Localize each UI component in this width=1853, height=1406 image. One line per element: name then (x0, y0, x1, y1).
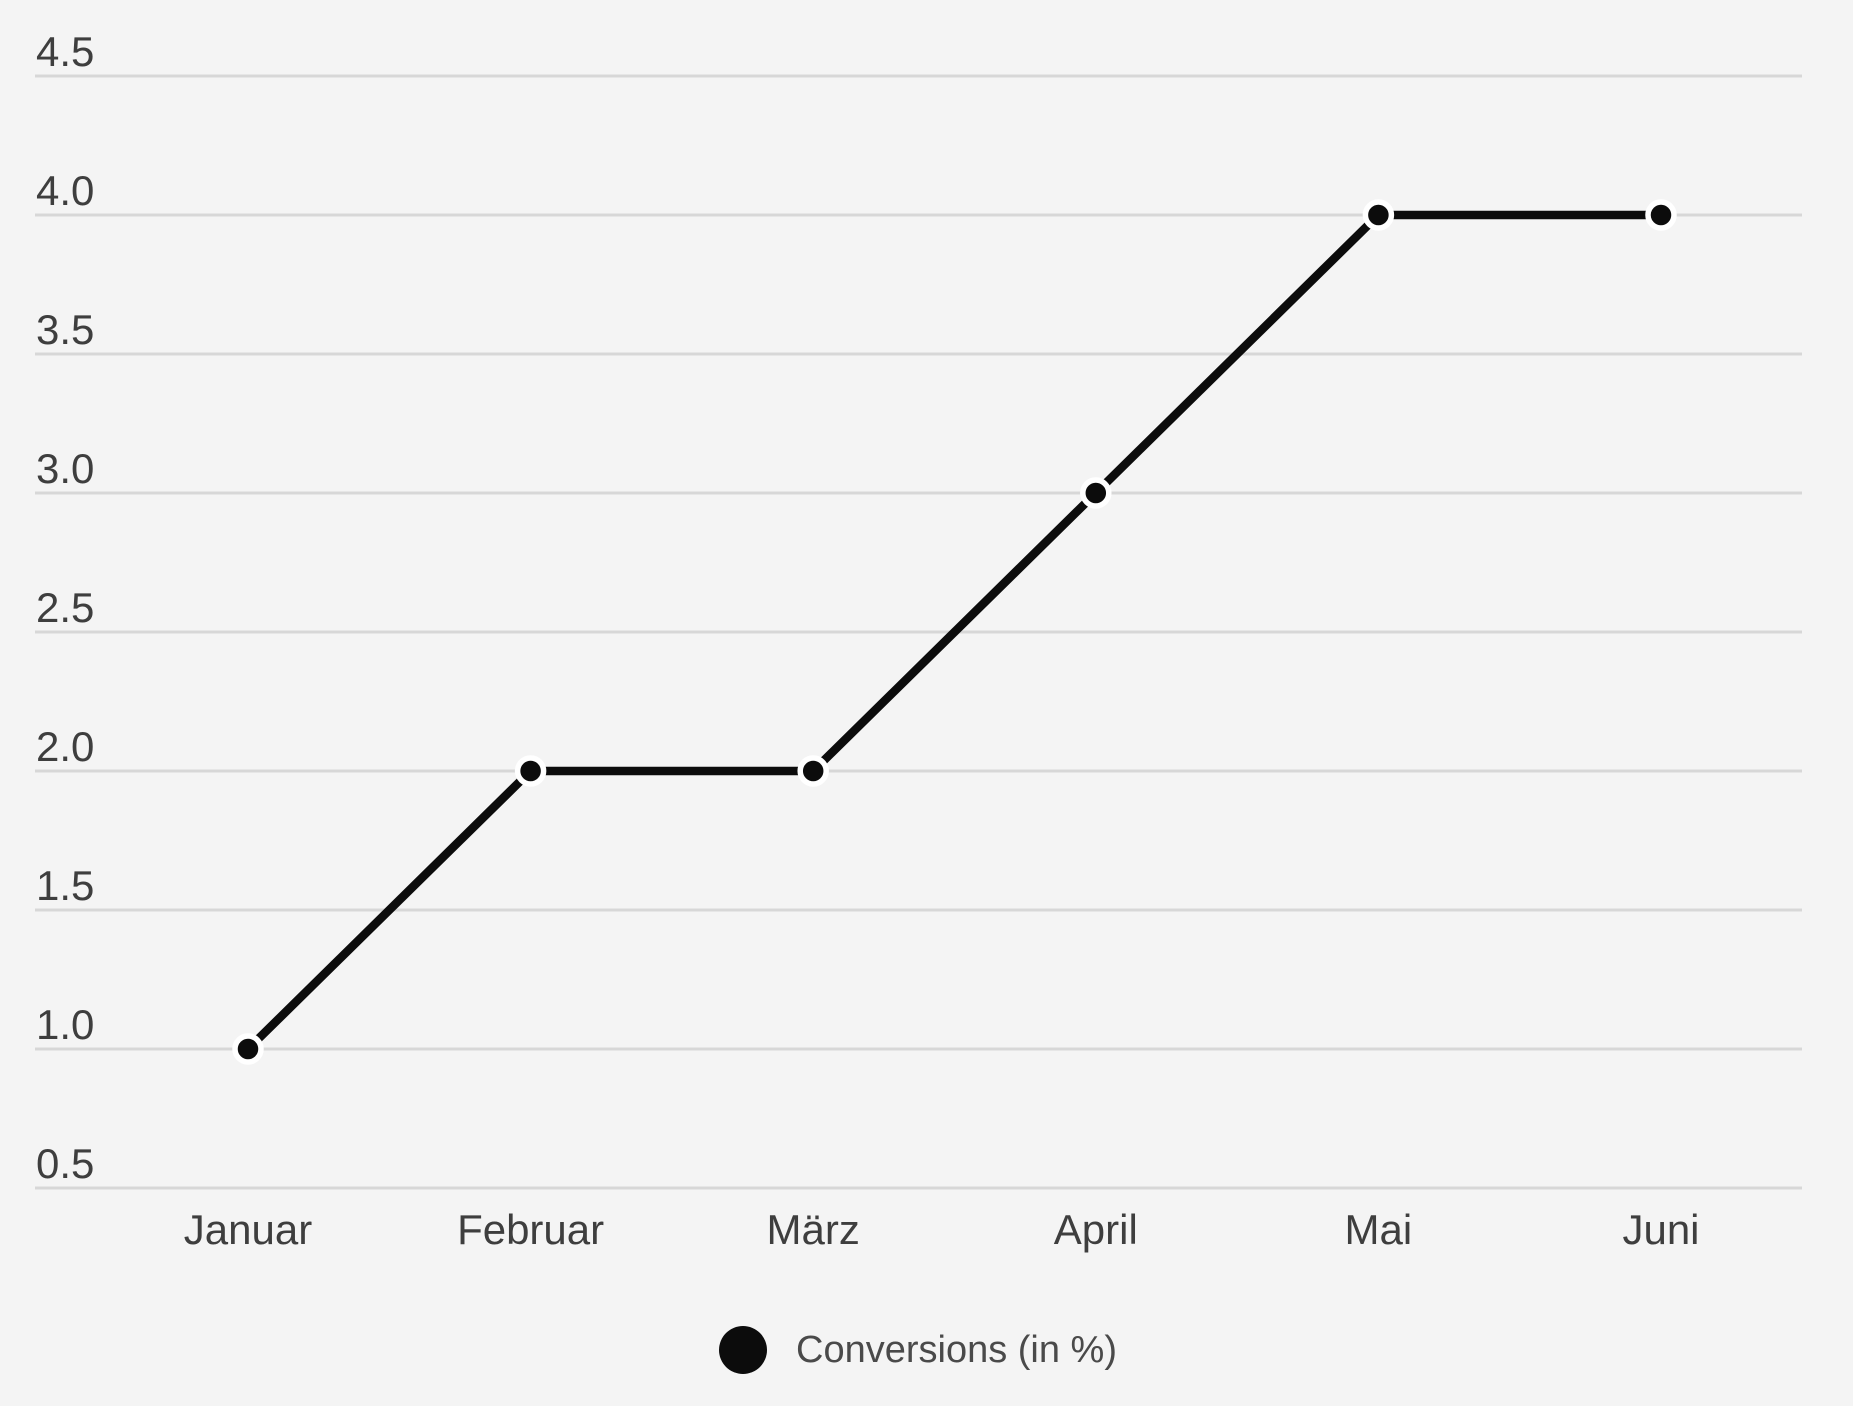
data-point-mai[interactable] (1362, 199, 1395, 231)
y-tick-label-4.5: 4.5 (36, 28, 94, 75)
y-tick-label-1.5: 1.5 (36, 862, 94, 909)
y-tick-label-2.0: 2.0 (36, 723, 94, 770)
y-tick-label-4.0: 4.0 (36, 167, 94, 214)
legend-label: Conversions (in %) (796, 1329, 1117, 1371)
y-tick-label-2.5: 2.5 (36, 584, 94, 631)
x-tick-label-januar: Januar (184, 1206, 312, 1253)
legend: Conversions (in %) (0, 1326, 1836, 1374)
data-point-januar[interactable] (232, 1033, 264, 1065)
y-tick-label-0.5: 0.5 (36, 1140, 94, 1187)
data-point-februar[interactable] (514, 755, 547, 787)
data-point-juni[interactable] (1645, 199, 1677, 231)
y-tick-label-3.0: 3.0 (36, 445, 94, 492)
x-tick-label-juni: Juni (1622, 1206, 1699, 1253)
x-tick-label-februar: Februar (457, 1206, 604, 1253)
series-line-conversions (243, 210, 1666, 1054)
y-tick-label-3.5: 3.5 (36, 306, 94, 353)
x-tick-label-märz: März (767, 1206, 860, 1253)
data-point-april[interactable] (1080, 477, 1112, 509)
legend-entry-conversions: Conversions (in %) (719, 1326, 1117, 1374)
legend-marker-icon (719, 1326, 767, 1374)
y-tick-label-1.0: 1.0 (36, 1001, 94, 1048)
data-point-märz[interactable] (797, 755, 829, 787)
x-tick-label-april: April (1054, 1206, 1138, 1253)
x-tick-label-mai: Mai (1345, 1206, 1413, 1253)
